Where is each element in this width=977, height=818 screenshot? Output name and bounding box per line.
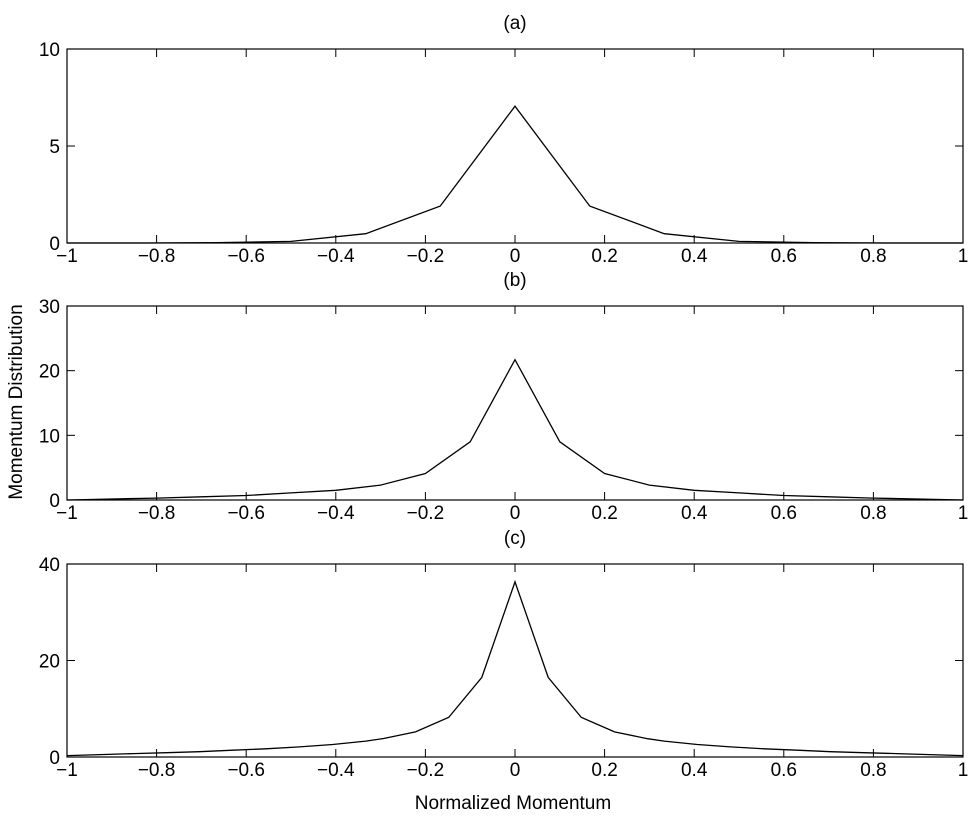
y-tick-label: 0 <box>49 234 60 255</box>
plot-frame <box>66 305 964 501</box>
series-line <box>66 579 964 757</box>
x-tick-label: 0 <box>510 760 521 781</box>
plot-frame <box>66 563 964 758</box>
x-tick-label: −0.4 <box>317 760 355 781</box>
x-tick-label: 0.4 <box>681 503 708 524</box>
subplot-1: (b)−1 −0.8 −0.6 −0.4 −0.2 0 0.2 0.4 0.6 0.8 101020… <box>39 270 968 524</box>
x-tick-label: −0.6 <box>227 246 265 267</box>
y-tick-label: 30 <box>39 297 60 318</box>
y-tick-label: 10 <box>39 426 60 447</box>
x-tick-label: 0.6 <box>771 760 797 781</box>
y-axis-label: Momentum Distribution <box>6 304 27 499</box>
x-tick-label: 0.2 <box>591 760 617 781</box>
x-tick-label: 1 <box>958 503 969 524</box>
x-tick-label: 0 <box>510 246 521 267</box>
x-tick-label: 0.2 <box>591 246 617 267</box>
series-line <box>67 105 963 244</box>
x-tick-label: −1 <box>56 503 78 524</box>
x-tick-label: 0.8 <box>860 246 886 267</box>
x-tick-label: 0 <box>510 503 521 524</box>
series-line <box>66 358 964 501</box>
subplot-title: (a) <box>503 13 526 34</box>
subplots: (a)−1 −0.8 −0.6 −0.4 −0.2 0 0.2 0.4 0.6 0.8 10510(… <box>39 13 968 781</box>
x-tick-label: 1 <box>958 760 969 781</box>
x-tick-label: 0.8 <box>860 503 886 524</box>
x-tick-label: −0.2 <box>407 246 445 267</box>
y-tick-label: 40 <box>39 555 60 576</box>
y-tick-label: 5 <box>49 137 60 158</box>
x-tick-label: −0.2 <box>407 503 445 524</box>
x-tick-label: 1 <box>958 246 969 267</box>
x-tick-label: 0.8 <box>860 760 886 781</box>
x-tick-label: −0.8 <box>138 503 176 524</box>
y-tick-label: 20 <box>39 362 60 383</box>
x-tick-label: −0.8 <box>138 760 176 781</box>
plot-frame <box>66 48 964 244</box>
x-tick-label: −0.6 <box>227 760 265 781</box>
subplot-title: (c) <box>504 528 526 549</box>
x-tick-label: −0.8 <box>138 246 176 267</box>
x-tick-label: −1 <box>56 246 78 267</box>
x-tick-label: 0.6 <box>771 246 797 267</box>
x-axis-label: Normalized Momentum <box>415 793 611 814</box>
y-tick-label: 0 <box>49 748 60 769</box>
x-tick-label: −0.2 <box>407 760 445 781</box>
y-tick-label: 20 <box>39 652 60 673</box>
y-tick-label: 10 <box>39 40 60 61</box>
subplot-title: (b) <box>503 270 526 291</box>
x-tick-label: 0.2 <box>591 503 617 524</box>
x-tick-label: −0.4 <box>317 246 355 267</box>
x-tick-label: 0.6 <box>771 503 797 524</box>
x-tick-label: 0.4 <box>681 760 708 781</box>
x-tick-label: −0.4 <box>317 503 355 524</box>
x-tick-label: 0.4 <box>681 246 708 267</box>
x-tick-label: −0.6 <box>227 503 265 524</box>
y-tick-label: 0 <box>49 491 60 512</box>
subplot-2: (c) −1 −0.8 −0.6 −0.4 −0.2 0 0.2 0.4 0.6 0.8 1 0 20 40 <box>39 528 968 781</box>
x-tick-label: −1 <box>56 760 78 781</box>
